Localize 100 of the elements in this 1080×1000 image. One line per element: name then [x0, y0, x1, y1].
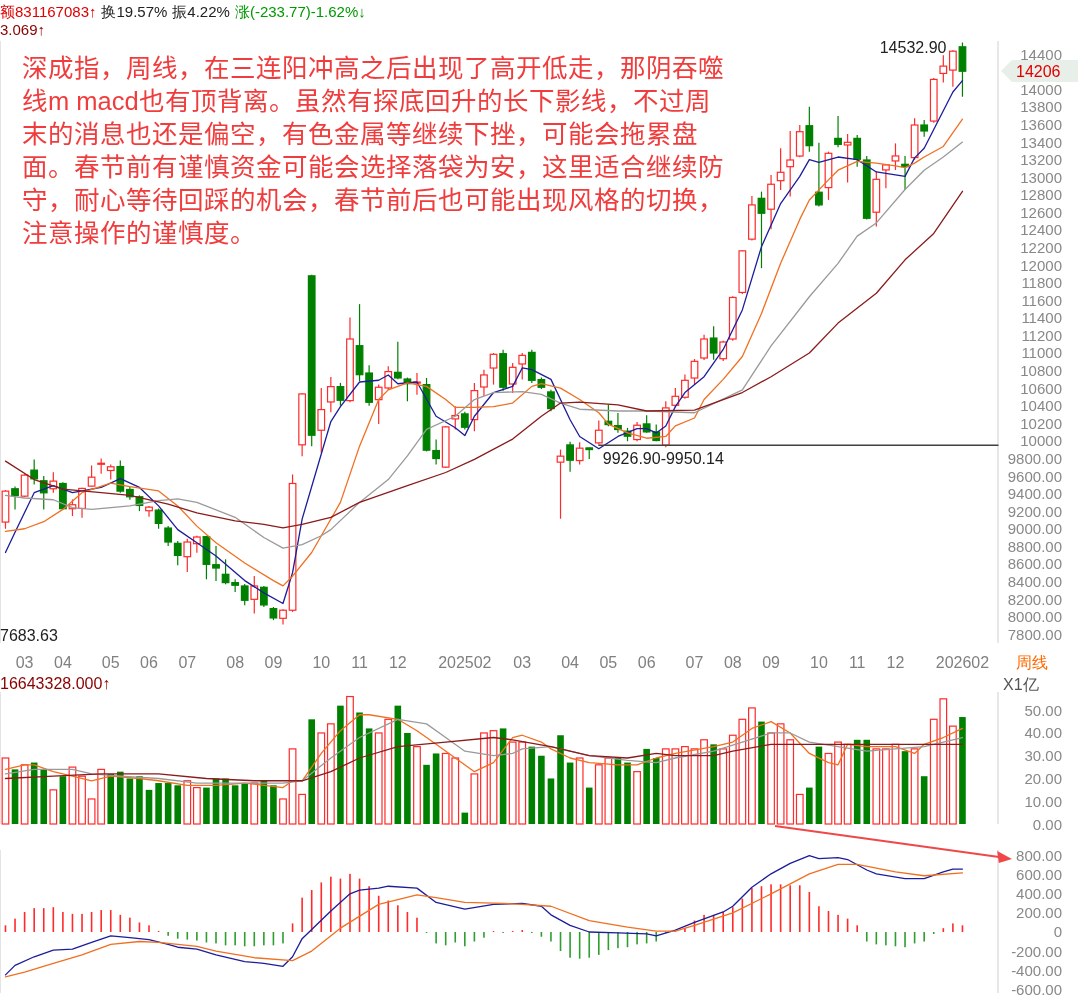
y-tick-label: 12000	[1020, 256, 1062, 274]
bar	[356, 712, 363, 824]
bar	[432, 753, 440, 824]
x-tick-label: 08	[226, 654, 245, 671]
x-tick-label: 07	[685, 654, 704, 671]
bar	[317, 732, 326, 825]
candlestick	[547, 389, 555, 412]
x-tick-label: 12	[388, 654, 407, 671]
bar	[901, 751, 909, 824]
bar	[795, 793, 804, 825]
bar	[652, 758, 660, 824]
candlestick	[326, 376, 335, 413]
bar	[241, 783, 249, 824]
candlestick	[508, 362, 517, 394]
y-tick-label: 9800.00	[1007, 449, 1062, 467]
y-tick-label: 13000	[1020, 168, 1062, 186]
y-tick-label: 40.00	[1024, 724, 1062, 742]
y-tick-label: 11800	[1021, 274, 1062, 292]
x-tick-label: 11	[351, 654, 368, 671]
y-tick-label: 600.00	[1016, 866, 1062, 884]
candlestick	[891, 142, 900, 171]
bar	[547, 778, 555, 824]
candlestick	[489, 352, 498, 386]
candlestick	[518, 352, 527, 381]
bar	[538, 755, 545, 824]
candlestick	[87, 464, 96, 488]
bar	[948, 725, 957, 825]
line-series	[4, 736, 964, 782]
x-tick-label: 05	[599, 654, 618, 671]
x-tick-label: 09	[762, 654, 781, 671]
bar	[843, 743, 852, 825]
bar	[192, 786, 201, 825]
bar	[250, 782, 259, 825]
candlestick	[480, 369, 488, 397]
candlestick	[805, 106, 814, 153]
y-tick-label: 10200	[1020, 414, 1062, 432]
bar	[566, 762, 574, 824]
candlestick	[259, 585, 268, 608]
bar	[174, 785, 182, 824]
bar	[326, 723, 335, 825]
bar	[557, 735, 564, 824]
bar	[920, 776, 928, 824]
text: 额831167083↑	[0, 3, 97, 20]
candlestick	[700, 334, 708, 361]
y-tick-label: 0.00	[1032, 815, 1062, 833]
x-tick-label: 07	[178, 654, 197, 671]
y-tick-label: 8800.00	[1007, 537, 1062, 555]
y-tick-label: 50.00	[1024, 701, 1062, 719]
x-tick-label: 10	[810, 654, 828, 671]
text: 14206	[1016, 62, 1061, 80]
annotation: 深成指，周线，在三连阳冲高之后出现了高开低走，那阴吞噬线m macd也有顶背离。虽然有探底回升的长下影线，不过周末的消息也还是偏空，有色金属等继续下挫，可能会拖累盘面。春节前有谨慎资金可能会选择落袋为安，这里适合继续防守，耐心等待回踩的机会，春节前后也可能出现风格的切换，注意操作的谨慎度。	[22, 53, 725, 249]
y-tick-label: 20.00	[1024, 769, 1062, 787]
y-tick-label: 0	[1053, 923, 1062, 941]
bar	[863, 739, 871, 824]
candlestick	[566, 441, 574, 473]
candlestick	[173, 540, 182, 566]
bar	[49, 789, 58, 825]
text: 振4.22%	[172, 3, 230, 20]
bar	[700, 739, 708, 825]
x-tick-label: 09	[264, 654, 283, 671]
y-tick-label: 14400	[1020, 45, 1062, 63]
y-tick-label: 13600	[1020, 115, 1062, 133]
candlestick	[786, 130, 795, 198]
annotation: 9926.90-9950.14	[602, 450, 724, 468]
bar	[834, 741, 842, 825]
y-tick-label: 10000	[1020, 432, 1062, 450]
y-tick-label: 11600	[1021, 291, 1062, 309]
candlestick	[30, 458, 39, 486]
candlestick	[240, 583, 249, 606]
candlestick	[843, 133, 852, 184]
bar	[164, 783, 172, 824]
y-tick-label: 10600	[1020, 379, 1062, 397]
x-tick-label: 12	[886, 654, 905, 671]
bar	[719, 748, 728, 825]
bar	[624, 762, 631, 824]
candlestick	[853, 134, 862, 168]
bar	[279, 798, 287, 825]
y-tick-label: 9400.00	[1007, 485, 1062, 503]
y-tick-label: 13200	[1020, 151, 1062, 169]
bar	[959, 717, 966, 824]
y-tick-label: 30.00	[1024, 747, 1062, 765]
y-tick-label: 11200	[1021, 326, 1062, 344]
bar	[308, 719, 315, 824]
y-tick-label: 9200.00	[1007, 502, 1062, 520]
candlestick	[11, 485, 19, 511]
bar	[404, 732, 411, 824]
bar	[40, 769, 48, 824]
y-tick-label: 400.00	[1016, 885, 1062, 903]
candlestick	[183, 538, 192, 573]
candlestick	[164, 525, 173, 547]
bar	[136, 776, 143, 824]
y-tick-label: 7800.00	[1007, 625, 1062, 643]
candlestick	[575, 441, 584, 466]
y-tick-label: 12600	[1020, 203, 1062, 221]
candlestick	[432, 438, 441, 466]
x-tick-label: 06	[637, 654, 656, 671]
x-tick-label: 06	[140, 654, 159, 671]
y-tick-label: -400.00	[1011, 961, 1062, 979]
candlestick	[834, 115, 842, 148]
text: 3.069↑	[0, 21, 46, 38]
